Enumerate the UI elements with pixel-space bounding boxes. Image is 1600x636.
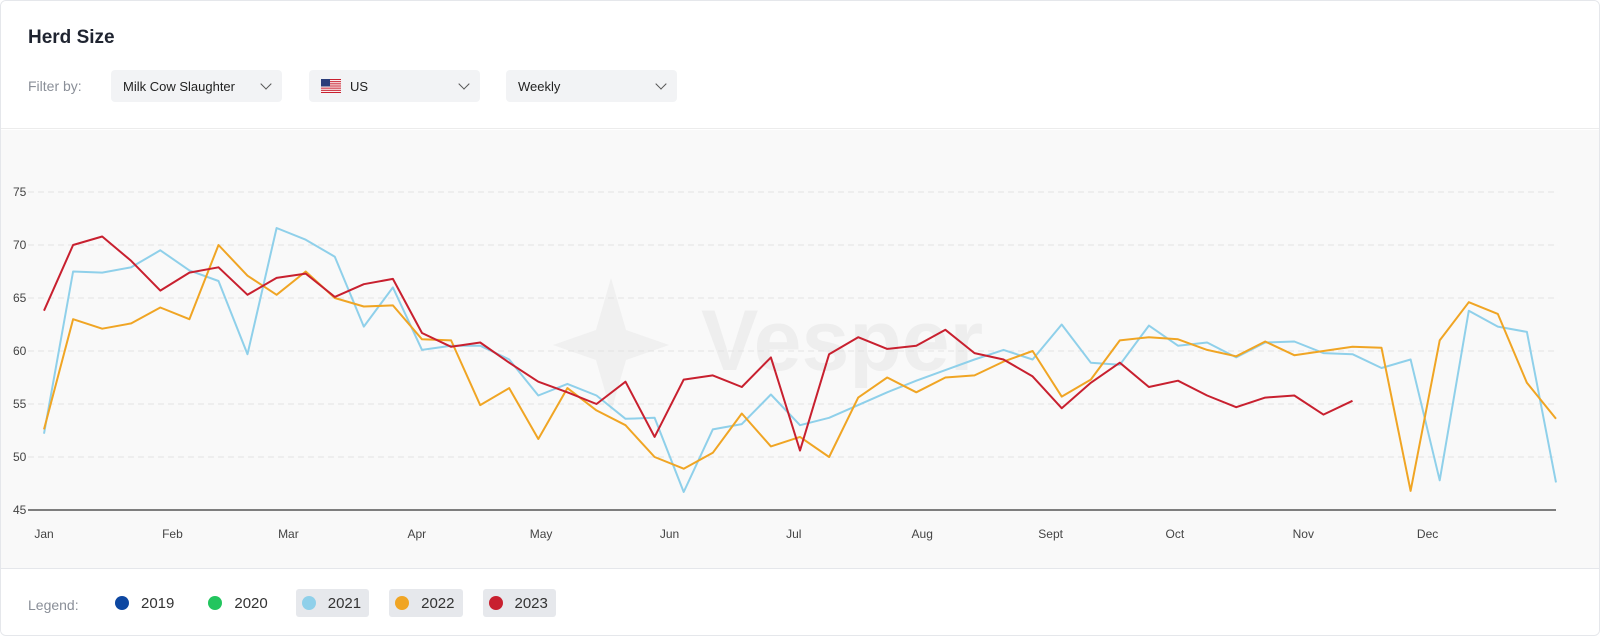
- x-tick-label: Oct: [1166, 527, 1185, 541]
- region-dropdown-value: US: [350, 78, 369, 94]
- y-tick-label: 70: [13, 238, 27, 252]
- legend-items: 2019 2020 2021 2022 2023: [109, 589, 568, 617]
- legend-item-2021[interactable]: 2021: [295, 589, 370, 617]
- chevron-down-icon: [655, 78, 667, 90]
- y-tick-label: 65: [13, 291, 27, 305]
- legend-label: Legend:: [28, 597, 79, 613]
- series-line-2022: [43, 244, 1557, 492]
- legend-dot: [301, 596, 316, 610]
- legend-dot: [208, 596, 223, 610]
- frequency-dropdown[interactable]: Weekly: [506, 70, 677, 102]
- legend-item-2020[interactable]: 2020: [202, 589, 275, 617]
- legend-dot: [488, 596, 503, 610]
- legend-dot: [115, 596, 129, 610]
- legend-item-label: 2020: [234, 594, 268, 612]
- metric-dropdown[interactable]: Milk Cow Slaughter: [111, 70, 282, 102]
- legend-item-2023[interactable]: 2023: [482, 589, 556, 617]
- x-tick-label: Nov: [1293, 527, 1314, 541]
- legend-item-label: 2023: [514, 594, 548, 612]
- x-tick-label: Jan: [34, 527, 53, 541]
- chevron-down-icon: [260, 78, 272, 90]
- legend-item-2022[interactable]: 2022: [389, 589, 463, 617]
- series-line-2023: [43, 235, 1353, 452]
- legend-item-label: 2019: [141, 594, 175, 612]
- x-tick-label: Feb: [162, 527, 183, 541]
- x-tick-label: Jul: [786, 527, 801, 541]
- y-tick-label: 75: [13, 185, 27, 199]
- line-chart: Vesper 45 50 55 60 65 70 75 Jan Feb Mar Apr May Jun…: [13, 185, 1557, 541]
- region-dropdown[interactable]: US: [309, 70, 480, 102]
- us-flag-icon: [321, 79, 341, 93]
- legend-item-label: 2021: [327, 594, 362, 612]
- filter-label: Filter by:: [28, 78, 82, 94]
- metric-dropdown-value: Milk Cow Slaughter: [123, 78, 235, 94]
- watermark-text: Vesper: [701, 293, 983, 389]
- legend-item-label: 2022: [421, 594, 455, 612]
- card-header: Herd Size Filter by: Milk Cow Slaughter: [1, 1, 1599, 129]
- x-tick-label: Mar: [278, 527, 299, 541]
- watermark-star-icon: [553, 278, 669, 412]
- x-tick-label: Aug: [912, 527, 933, 541]
- x-tick-label: Sept: [1038, 527, 1063, 541]
- series-line-2021: [43, 227, 1557, 493]
- frequency-dropdown-value: Weekly: [518, 78, 561, 94]
- y-tick-label: 55: [13, 397, 27, 411]
- legend-dot: [395, 596, 410, 610]
- y-tick-label: 60: [13, 344, 27, 358]
- x-tick-label: Dec: [1417, 527, 1438, 541]
- x-tick-label: Jun: [660, 527, 679, 541]
- legend-item-2019[interactable]: 2019: [109, 589, 182, 617]
- chevron-down-icon: [458, 78, 470, 90]
- page-title: Herd Size: [28, 27, 115, 48]
- legend: Legend: 2019 2020 2021 2022 2023: [1, 568, 1599, 635]
- y-tick-label: 50: [13, 450, 27, 464]
- chart-area: Vesper 45 50 55 60 65 70 75 Jan Feb Mar Apr May Jun…: [1, 130, 1599, 568]
- x-tick-label: May: [530, 527, 553, 541]
- y-tick-label: 45: [13, 503, 27, 517]
- x-tick-label: Apr: [407, 527, 426, 541]
